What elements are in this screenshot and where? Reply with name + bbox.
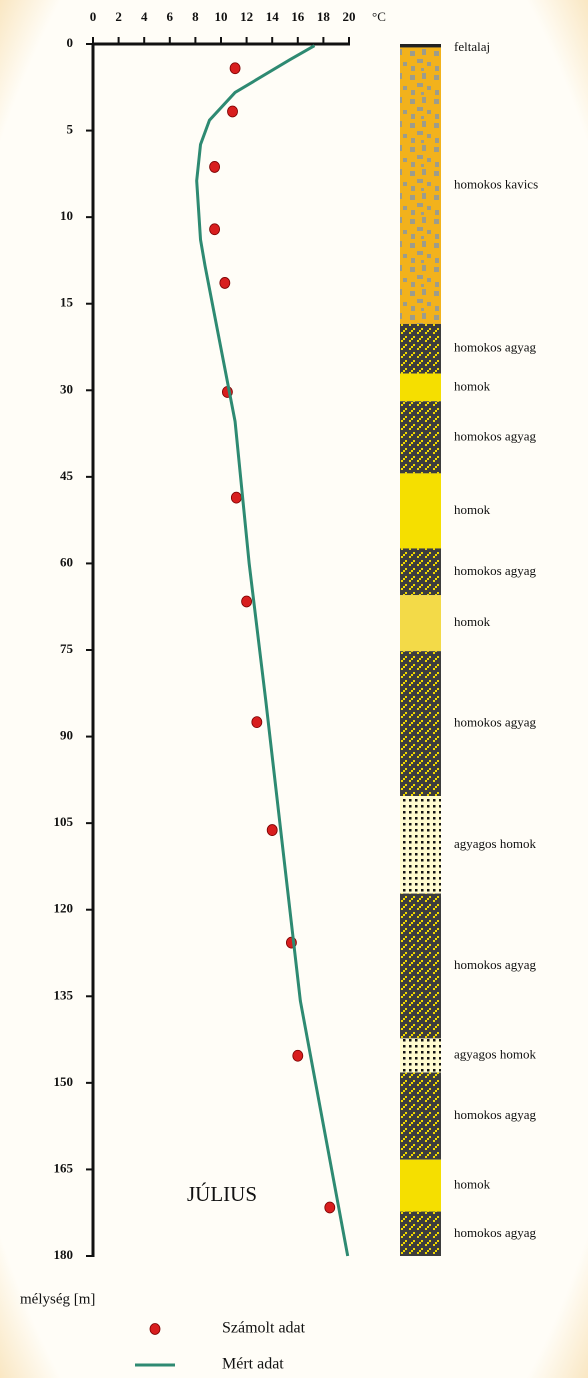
soil-texture <box>400 47 441 323</box>
layer-label: homok <box>454 378 491 393</box>
x-tick-label: 18 <box>317 9 331 24</box>
y-tick-label: 45 <box>60 468 74 483</box>
data-point <box>267 825 277 836</box>
legend-label: Számolt adat <box>222 1320 306 1337</box>
y-tick-label: 10 <box>60 208 73 223</box>
x-tick-label: 20 <box>343 9 356 24</box>
data-point <box>210 224 220 235</box>
soil-layer <box>400 1160 441 1212</box>
legend-label: Mért adat <box>222 1356 284 1373</box>
soil-texture <box>400 651 441 796</box>
soil-layer <box>400 374 441 402</box>
y-tick-label: 0 <box>67 35 74 50</box>
y-tick-label: 165 <box>54 1160 74 1175</box>
chart: °C mélység [m] JÚLIUS 0 2 4 6 8 10 12 14 16 18 20 0… <box>0 0 588 1378</box>
layer-label: homok <box>454 614 491 629</box>
x-unit: °C <box>372 9 386 24</box>
y-tick-label: 90 <box>60 728 73 743</box>
layer-label: homokos agyag <box>454 428 536 443</box>
y-tick-label: 120 <box>54 901 74 916</box>
soil-texture <box>400 401 441 473</box>
x-tick-label: 8 <box>192 9 199 24</box>
layer-label: homokos kavics <box>454 177 538 192</box>
soil-texture <box>400 1212 441 1256</box>
x-tick-label: 0 <box>90 9 97 24</box>
x-tick-label: 14 <box>266 9 280 24</box>
x-tick-label: 6 <box>167 9 174 24</box>
y-tick-label: 30 <box>60 381 73 396</box>
layer-label: homokos agyag <box>454 563 536 578</box>
y-tick-label: 60 <box>60 554 73 569</box>
soil-texture <box>400 548 441 595</box>
page: {"chart_data": { "type": "line", "x_unit… <box>0 0 588 1378</box>
layer-label: homokos agyag <box>454 1107 536 1122</box>
layer-label: homokos agyag <box>454 957 536 972</box>
layer-label: homokos agyag <box>454 715 536 730</box>
data-point <box>252 717 262 728</box>
layer-label: homokos agyag <box>454 340 536 355</box>
data-point <box>230 63 240 74</box>
layer-label: homok <box>454 502 491 517</box>
soil-layer <box>400 44 441 47</box>
layer-label: feltalaj <box>454 39 490 54</box>
soil-texture <box>400 1072 441 1159</box>
soil-texture <box>400 796 441 894</box>
data-point <box>220 277 230 288</box>
y-tick-label: 150 <box>54 1074 74 1089</box>
data-point <box>242 596 252 607</box>
layer-label: agyagos homok <box>454 836 536 851</box>
annotation: JÚLIUS <box>187 1182 257 1206</box>
y-tick-label: 15 <box>60 295 74 310</box>
layer-label: agyagos homok <box>454 1046 536 1061</box>
legend-marker <box>150 1324 160 1335</box>
y-tick-label: 135 <box>54 987 74 1002</box>
y-tick-label: 180 <box>54 1247 74 1262</box>
data-point <box>293 1050 303 1061</box>
x-tick-label: 12 <box>240 9 253 24</box>
y-tick-label: 5 <box>67 122 74 137</box>
x-tick-label: 2 <box>115 9 122 24</box>
x-tick-label: 4 <box>141 9 148 24</box>
soil-texture <box>400 1038 441 1072</box>
data-point <box>210 161 220 172</box>
y-tick-label: 75 <box>60 641 74 656</box>
layer-label: homokos agyag <box>454 1225 536 1240</box>
background <box>0 0 588 1378</box>
soil-texture <box>400 894 441 1039</box>
x-tick-label: 10 <box>215 9 228 24</box>
y-axis-label: mélység [m] <box>20 1291 95 1307</box>
x-tick-label: 16 <box>291 9 305 24</box>
data-point <box>325 1202 335 1213</box>
soil-texture <box>400 324 441 374</box>
data-point <box>231 492 241 503</box>
y-tick-label: 105 <box>54 814 74 829</box>
data-point <box>228 106 238 117</box>
soil-layer <box>400 473 441 548</box>
layer-label: homok <box>454 1177 491 1192</box>
soil-layer <box>400 595 441 651</box>
